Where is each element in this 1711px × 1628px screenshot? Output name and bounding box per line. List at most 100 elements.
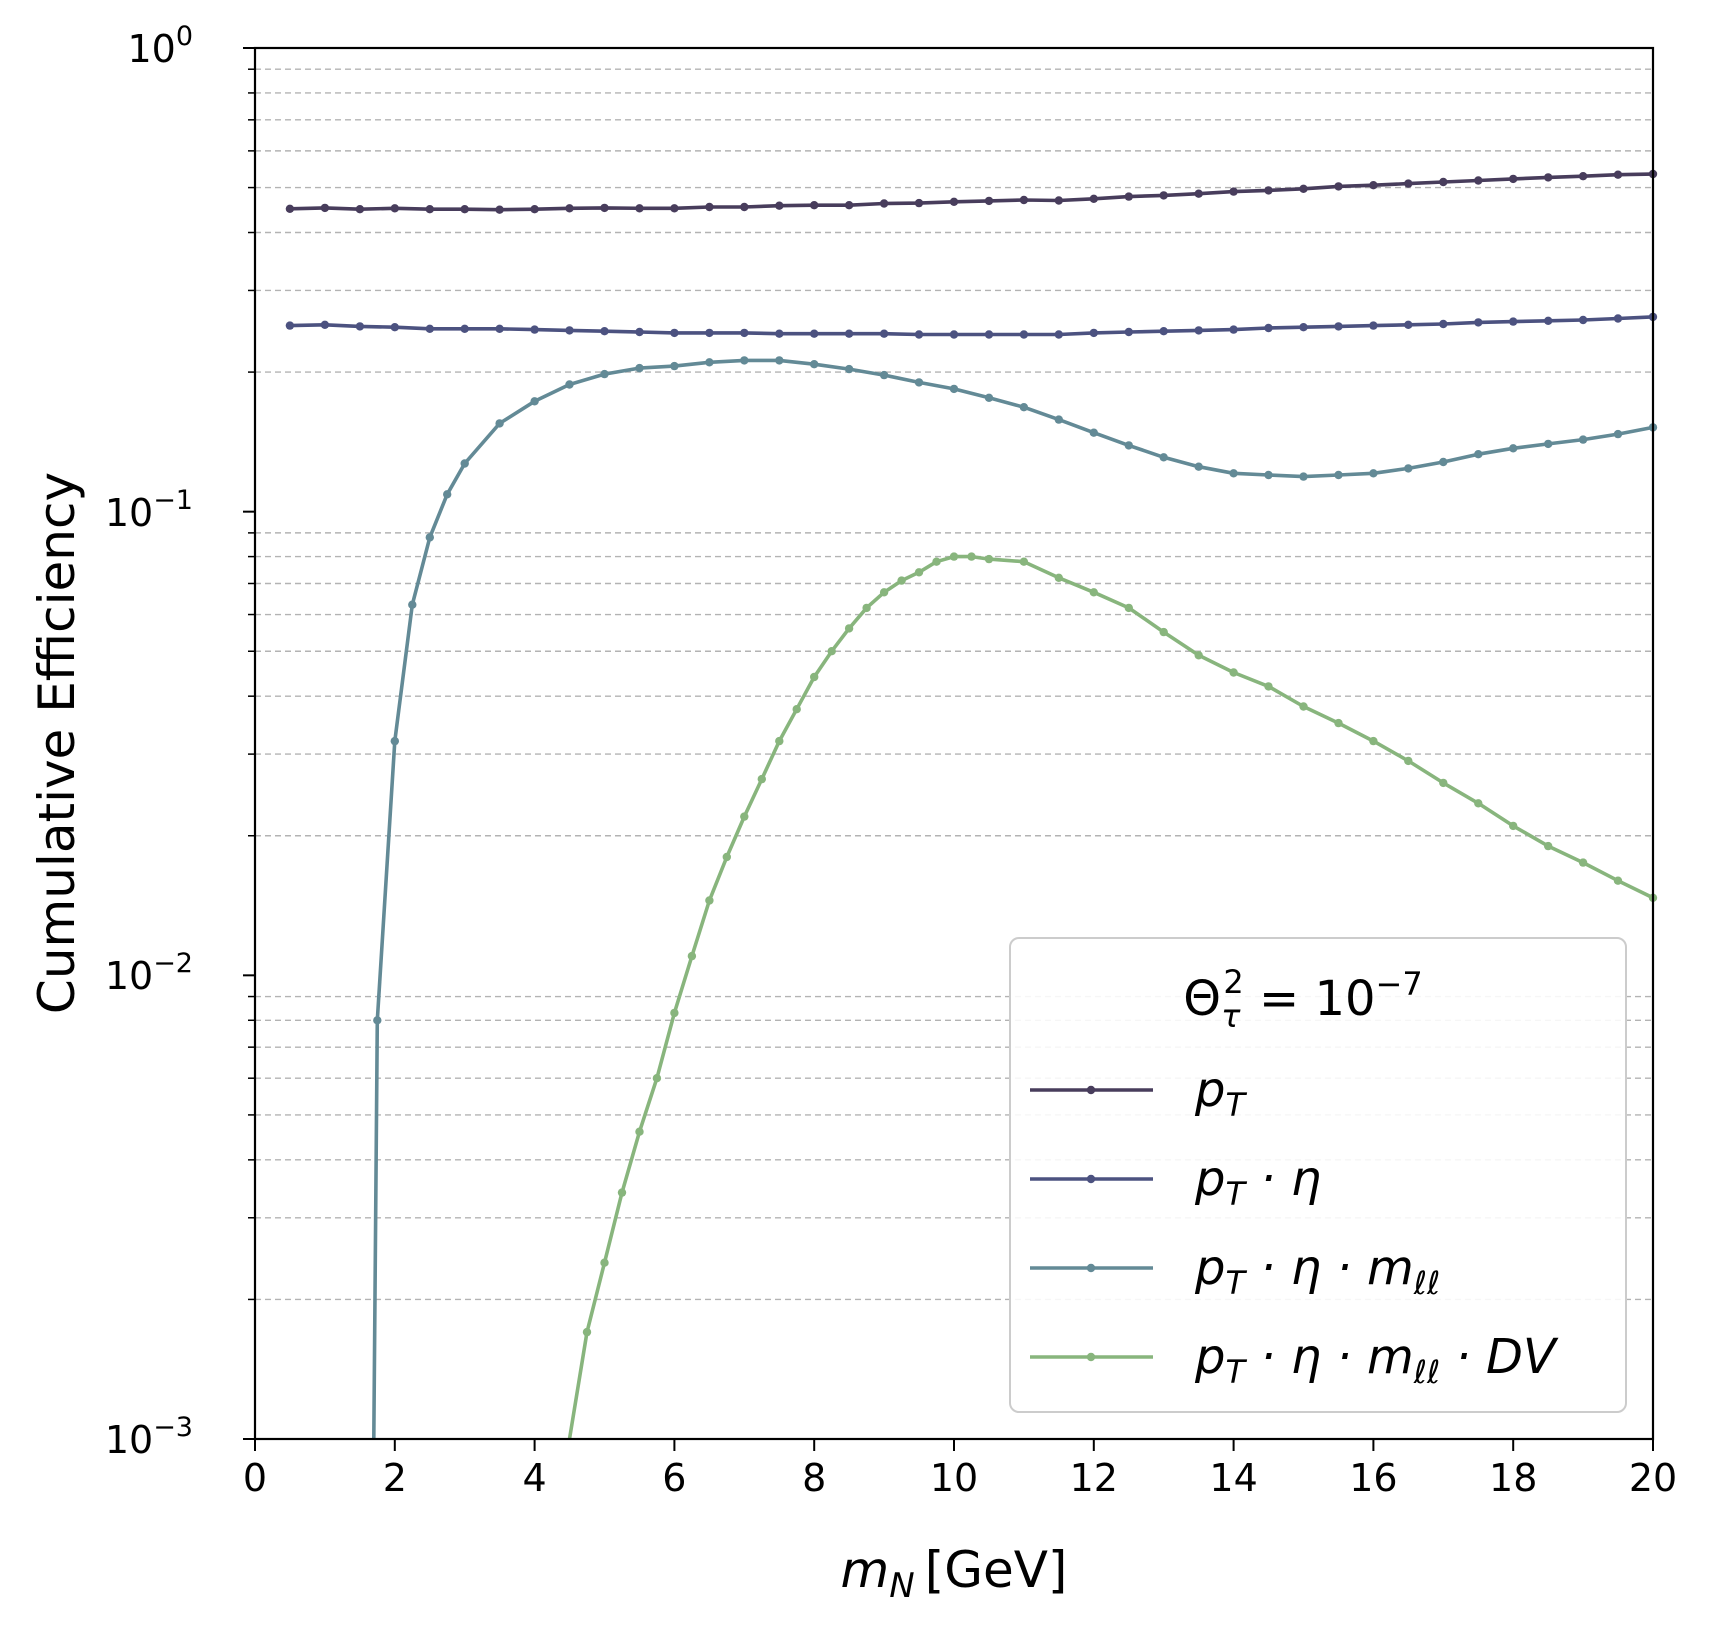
data-point	[1299, 184, 1308, 193]
data-point	[775, 329, 784, 338]
data-point	[1578, 315, 1588, 325]
data-point	[443, 490, 452, 499]
legend-swatch-marker	[1086, 1352, 1096, 1362]
data-point	[425, 205, 434, 214]
data-point	[565, 326, 574, 335]
data-point	[984, 330, 994, 339]
data-point	[425, 324, 434, 333]
data-point	[1474, 176, 1483, 185]
legend-swatch-marker	[1086, 1263, 1096, 1273]
data-point	[1509, 444, 1518, 453]
data-point	[810, 672, 819, 682]
data-point	[1124, 603, 1134, 613]
data-point	[1194, 189, 1203, 198]
x-tick-label-20: 20	[1629, 1456, 1677, 1500]
data-point	[705, 358, 714, 367]
data-point	[1124, 192, 1134, 201]
data-point	[879, 199, 889, 208]
data-point	[1439, 778, 1448, 788]
data-point	[1264, 323, 1273, 333]
data-point	[775, 736, 784, 746]
data-point	[390, 204, 399, 213]
x-tick-label-16: 16	[1349, 1456, 1397, 1500]
data-point	[775, 356, 784, 365]
x-tick-label-18: 18	[1489, 1456, 1537, 1500]
data-point	[1369, 469, 1378, 478]
data-point	[1509, 821, 1518, 831]
series-2	[285, 312, 1658, 339]
y-tick-label-1: 10−1	[105, 485, 193, 535]
data-point	[914, 378, 924, 387]
data-point	[740, 356, 749, 365]
data-point	[670, 328, 679, 338]
series-line	[567, 554, 1654, 1440]
data-point	[390, 736, 399, 746]
data-point	[1509, 174, 1518, 184]
data-point	[897, 576, 906, 585]
data-point	[1369, 736, 1378, 746]
x-axis-title: mN [GeV]	[841, 1541, 1068, 1606]
data-point	[687, 951, 697, 961]
data-point	[670, 1008, 679, 1018]
x-tick-label-0: 0	[243, 1456, 267, 1500]
data-point	[530, 205, 539, 214]
data-point	[1229, 668, 1238, 677]
data-point	[565, 204, 574, 213]
data-point	[495, 324, 504, 333]
data-point	[1404, 464, 1413, 473]
legend-entry-2: pT · η	[1030, 1151, 1321, 1213]
data-point	[1613, 170, 1623, 179]
data-point	[1229, 325, 1238, 334]
data-point	[565, 380, 574, 389]
legend-swatch-marker	[1086, 1174, 1096, 1184]
data-point	[844, 624, 854, 633]
data-point	[1404, 320, 1413, 329]
data-point	[1578, 435, 1588, 444]
data-point	[1264, 470, 1273, 480]
data-point	[320, 320, 330, 329]
data-point	[617, 1188, 627, 1197]
data-point	[600, 369, 609, 379]
data-point	[1334, 322, 1343, 331]
data-point	[373, 1016, 382, 1025]
data-point	[740, 328, 749, 338]
data-point	[844, 364, 854, 374]
x-tick-label-4: 4	[523, 1456, 547, 1500]
data-point	[1369, 321, 1378, 330]
data-point	[862, 603, 871, 613]
x-tick-label-10: 10	[930, 1456, 978, 1500]
legend-label: pT · η · mℓℓ · DV	[1194, 1329, 1559, 1391]
data-point	[1613, 314, 1623, 323]
data-point	[810, 360, 819, 369]
data-point	[1159, 327, 1168, 336]
data-point	[600, 203, 609, 213]
legend-entry-1: pT	[1030, 1062, 1247, 1124]
data-point	[810, 329, 819, 338]
data-point	[1578, 172, 1588, 181]
data-point	[1544, 316, 1553, 325]
legend-entry-4: pT · η · mℓℓ · DV	[1030, 1329, 1559, 1391]
data-point	[460, 205, 469, 214]
data-point	[1299, 702, 1308, 711]
data-point	[740, 202, 749, 212]
data-point	[425, 533, 434, 542]
data-point	[1124, 441, 1134, 450]
data-point	[652, 1074, 662, 1083]
legend-label: pT · η	[1194, 1151, 1321, 1213]
data-point	[1439, 319, 1448, 329]
data-point	[1019, 557, 1029, 566]
data-point	[1334, 182, 1343, 191]
data-point	[1124, 327, 1134, 337]
data-point	[1613, 876, 1623, 885]
data-point	[408, 600, 417, 609]
data-point	[635, 363, 644, 373]
data-point	[705, 202, 714, 212]
data-point	[1264, 682, 1273, 691]
x-tick-label-6: 6	[662, 1456, 686, 1500]
data-point	[984, 196, 994, 206]
data-point	[670, 204, 679, 213]
data-point	[1019, 330, 1029, 339]
data-point	[914, 330, 924, 339]
data-point	[635, 1127, 644, 1136]
